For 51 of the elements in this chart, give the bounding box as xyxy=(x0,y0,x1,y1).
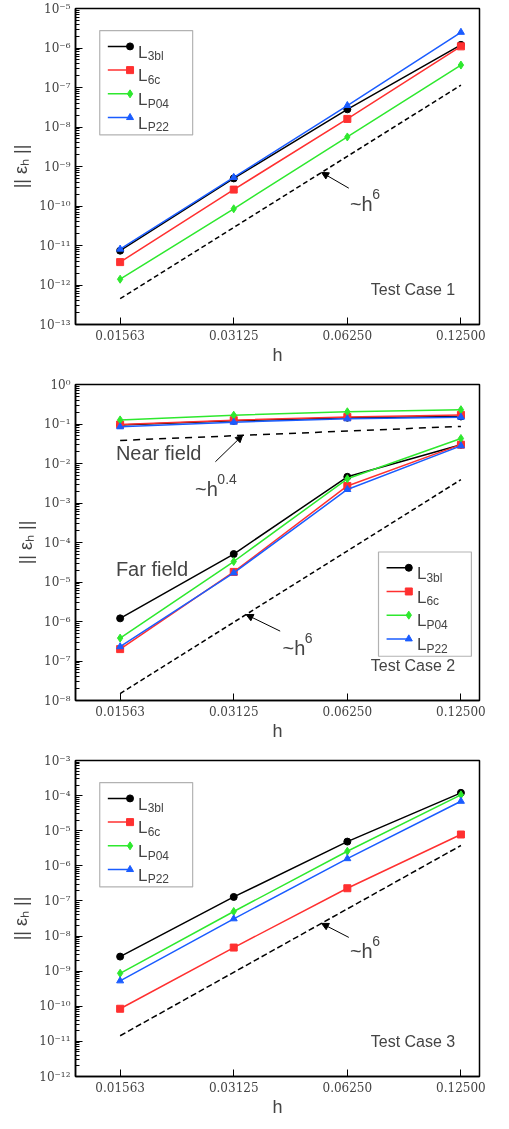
y-tick-label: 10⁻¹³ xyxy=(39,317,71,332)
y-tick-label: 10⁻⁹ xyxy=(44,964,71,979)
annotation: Near field xyxy=(115,441,202,464)
y-tick-label: 10⁻⁸ xyxy=(44,693,71,708)
x-tick-label: 0.01563 xyxy=(95,328,145,343)
x-tick-label: 0.03125 xyxy=(208,1080,259,1095)
y-tick-label: 10⁻⁵ xyxy=(44,575,71,589)
y-tick-label: 10⁻¹¹ xyxy=(39,1034,71,1049)
y-tick-label: 10⁻¹² xyxy=(39,1069,71,1084)
annotation: Test Case 1 xyxy=(370,280,456,298)
y-tick-label: 10⁻⁸ xyxy=(44,120,71,134)
y-tick-label: 10⁻⁶ xyxy=(44,41,71,55)
x-tick-label: 0.03125 xyxy=(208,328,259,343)
y-tick-label: 10⁻¹² xyxy=(39,278,71,292)
y-tick-label: 10⁻¹⁰ xyxy=(39,999,71,1014)
x-axis-title: h xyxy=(272,1096,283,1117)
x-axis-title: h xyxy=(272,344,283,365)
x-tick-label: 0.06250 xyxy=(322,704,373,719)
y-tick-label: 10⁻⁶ xyxy=(44,614,71,629)
y-tick-label: 10⁻⁵ xyxy=(44,823,71,838)
y-tick-label: 10⁻⁷ xyxy=(44,893,71,908)
y-tick-label: 10⁻² xyxy=(44,456,71,471)
y-tick-label: 10⁻⁴ xyxy=(44,788,71,803)
x-tick-label: 0.12500 xyxy=(436,328,486,343)
annotation: Test Case 2 xyxy=(370,656,456,674)
x-tick-label: 0.12500 xyxy=(436,1080,486,1095)
annotation: Test Case 3 xyxy=(370,1032,456,1050)
y-tick-label: 10⁻⁷ xyxy=(44,654,71,668)
y-tick-label: 10⁻⁹ xyxy=(44,159,71,174)
y-tick-label: 10⁻⁷ xyxy=(44,80,71,95)
y-tick-label: 10⁻⁶ xyxy=(44,858,71,873)
y-tick-label: 10⁻¹⁰ xyxy=(39,199,71,213)
y-axis-title: || εₕ || xyxy=(16,520,37,565)
x-tick-label: 0.01563 xyxy=(95,704,145,719)
x-tick-label: 0.01563 xyxy=(95,1080,145,1095)
y-tick-label: 10⁻³ xyxy=(44,753,71,768)
y-tick-label: 10⁻¹ xyxy=(44,417,71,431)
y-axis-title: || εₕ || xyxy=(11,144,32,189)
y-tick-label: 10⁰ xyxy=(50,377,71,392)
x-tick-label: 0.03125 xyxy=(208,704,259,719)
y-tick-label: 10⁻⁴ xyxy=(44,535,71,550)
x-tick-label: 0.06250 xyxy=(322,1080,373,1095)
x-tick-label: 0.06250 xyxy=(322,328,373,343)
annotation: Far field xyxy=(115,558,189,581)
x-axis-title: h xyxy=(272,720,283,741)
y-tick-label: 10⁻³ xyxy=(44,496,71,510)
x-tick-label: 0.12500 xyxy=(436,704,486,719)
y-axis-title: || εₕ || xyxy=(11,896,32,941)
y-tick-label: 10⁻⁵ xyxy=(44,1,71,16)
y-tick-label: 10⁻¹¹ xyxy=(39,238,71,253)
y-tick-label: 10⁻⁸ xyxy=(44,929,71,944)
